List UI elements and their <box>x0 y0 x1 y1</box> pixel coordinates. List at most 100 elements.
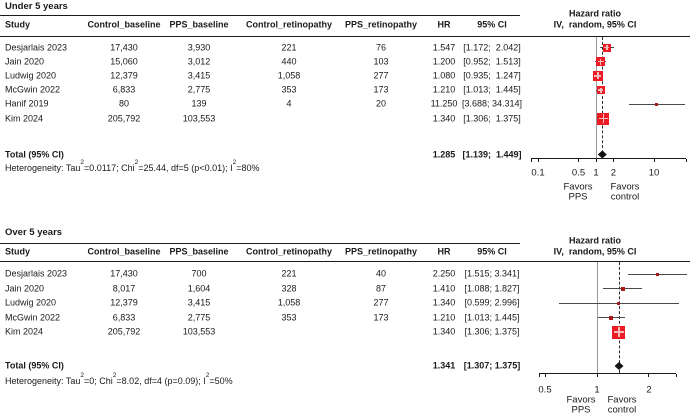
study-name: McGwin 2022 <box>5 84 61 95</box>
favors-left-line2: PPS <box>571 403 591 414</box>
total-label: Total (95% CI) <box>5 360 64 371</box>
control-baseline-cell: 15,060 <box>110 56 138 67</box>
panel-title-over-5-years: Over 5 years <box>5 227 63 238</box>
pps-retinopathy-cell: 40 <box>375 268 387 279</box>
effect-square <box>617 301 621 305</box>
superscript: 2 <box>80 371 85 379</box>
effect-square <box>620 286 625 291</box>
control-retinopathy-cell: 1,058 <box>277 297 301 308</box>
column-header: PPS_retinopathy <box>344 19 418 30</box>
effect-header-line2: IV, random, 95% CI <box>553 19 637 30</box>
axis-tick-label: 10 <box>648 167 660 179</box>
pps-retinopathy-cell: 277 <box>373 297 389 308</box>
effect-square <box>597 112 610 125</box>
square-cross-v <box>618 327 620 337</box>
hr-cell: 1.340 <box>432 297 456 308</box>
ci-cell: [1.088; 1.827] <box>464 283 520 293</box>
control-retinopathy-cell: 353 <box>281 84 297 95</box>
control-baseline-cell: 6,833 <box>112 84 136 95</box>
hr-cell: 1.080 <box>432 70 456 81</box>
effect-square <box>656 272 660 276</box>
column-header: Control_baseline <box>87 19 161 30</box>
axis-end-cap <box>538 373 540 377</box>
control-baseline-cell: 205,792 <box>107 326 141 337</box>
header-bottom-rule <box>0 261 690 262</box>
favors-left-line2: PPS <box>568 191 588 203</box>
ref-line <box>595 37 597 159</box>
column-header: PPS_baseline <box>169 19 229 30</box>
effect-square <box>596 86 605 95</box>
control-baseline-cell: 205,792 <box>107 113 141 123</box>
hr-cell: 1.340 <box>432 326 456 337</box>
axis-tick-label: 1 <box>594 384 600 396</box>
column-header: Control_retinopathy <box>245 19 333 30</box>
column-header: Study <box>5 19 31 30</box>
header-bottom-rule <box>0 36 690 37</box>
effect-square <box>602 43 611 52</box>
effect-square <box>592 70 603 81</box>
favors-left-line1: Favors <box>563 181 593 193</box>
axis-tick-label: 2 <box>646 384 652 396</box>
column-header: Study <box>5 246 31 257</box>
ci-cell: [3.688; 34.314] <box>461 98 523 109</box>
ci-cell: [1.306; 1.375] <box>464 326 520 337</box>
pps-baseline-cell: 2,775 <box>187 312 211 322</box>
control-retinopathy-cell: 221 <box>281 42 297 52</box>
pooled-line <box>601 37 603 158</box>
hr-cell: 1.340 <box>432 113 456 123</box>
pooled-diamond <box>614 362 624 370</box>
pps-retinopathy-cell: 20 <box>375 98 387 109</box>
total-ci-cell: [1.307; 1.375] <box>463 360 521 371</box>
ci-cell: [0.935; 1.247] <box>463 70 521 81</box>
total-label: Total (95% CI) <box>5 149 64 159</box>
ci-cell: [0.599; 2.996] <box>464 297 520 308</box>
ci-cell: [1.013; 1.445] <box>464 312 520 322</box>
favors-right-line1: Favors <box>610 181 640 193</box>
column-header: HR <box>437 246 451 257</box>
control-baseline-cell: 8,017 <box>112 283 136 293</box>
effect-header-line2: IV, random, 95% CI <box>553 246 637 257</box>
axis-tick <box>596 373 598 377</box>
hr-cell: 1.547 <box>432 42 456 52</box>
control-retinopathy-cell: 353 <box>281 312 297 322</box>
control-retinopathy-cell: 1,058 <box>277 70 301 81</box>
panel-title-under-5-years: Under 5 years <box>5 1 68 12</box>
column-header: 95% CI <box>477 246 507 257</box>
study-name: Desjarlais 2023 <box>5 268 68 279</box>
hr-cell: 1.210 <box>432 312 456 322</box>
column-header: HR <box>437 19 451 30</box>
axis-line <box>531 158 686 159</box>
column-header: PPS_baseline <box>169 246 229 257</box>
heterogeneity-text: Heterogeneity: Tau2=0.0117; Chi2=25.44, … <box>5 158 260 173</box>
pps-baseline-cell: 1,604 <box>187 283 211 293</box>
control-baseline-cell: 80 <box>118 98 130 109</box>
study-name: Hanif 2019 <box>5 98 49 109</box>
total-hr-cell: 1.285 <box>432 149 456 159</box>
pps-baseline-cell: 3,415 <box>187 297 211 308</box>
column-header: PPS_retinopathy <box>344 246 418 257</box>
total-hr-cell: 1.341 <box>432 360 456 371</box>
ci-cell: [0.952; 1.513] <box>463 56 521 67</box>
effect-header-line1: Hazard ratio <box>568 235 622 246</box>
axis-tick <box>653 158 655 162</box>
pps-baseline-cell: 3,930 <box>187 42 211 52</box>
axis-tick <box>537 158 539 162</box>
axis-tick-label: 0.5 <box>571 167 586 179</box>
pps-retinopathy-cell: 76 <box>375 42 387 52</box>
pps-retinopathy-cell: 87 <box>375 283 387 293</box>
hr-cell: 1.210 <box>432 84 456 95</box>
header-top-rule <box>0 15 520 16</box>
study-name: Kim 2024 <box>5 326 44 337</box>
axis-end-cap <box>530 158 532 162</box>
study-name: Jain 2020 <box>5 283 45 293</box>
favors-right-line2: control <box>607 403 637 414</box>
pps-baseline-cell: 139 <box>191 98 207 109</box>
pps-baseline-cell: 103,553 <box>182 326 216 337</box>
ci-cell: [1.515; 3.341] <box>464 268 520 279</box>
effect-header-line1: Hazard ratio <box>568 8 622 18</box>
control-retinopathy-cell: 221 <box>281 268 297 279</box>
axis-end-cap <box>685 158 687 162</box>
hr-cell: 1.410 <box>432 283 456 293</box>
pps-baseline-cell: 103,553 <box>182 113 216 123</box>
axis-tick <box>612 158 614 162</box>
